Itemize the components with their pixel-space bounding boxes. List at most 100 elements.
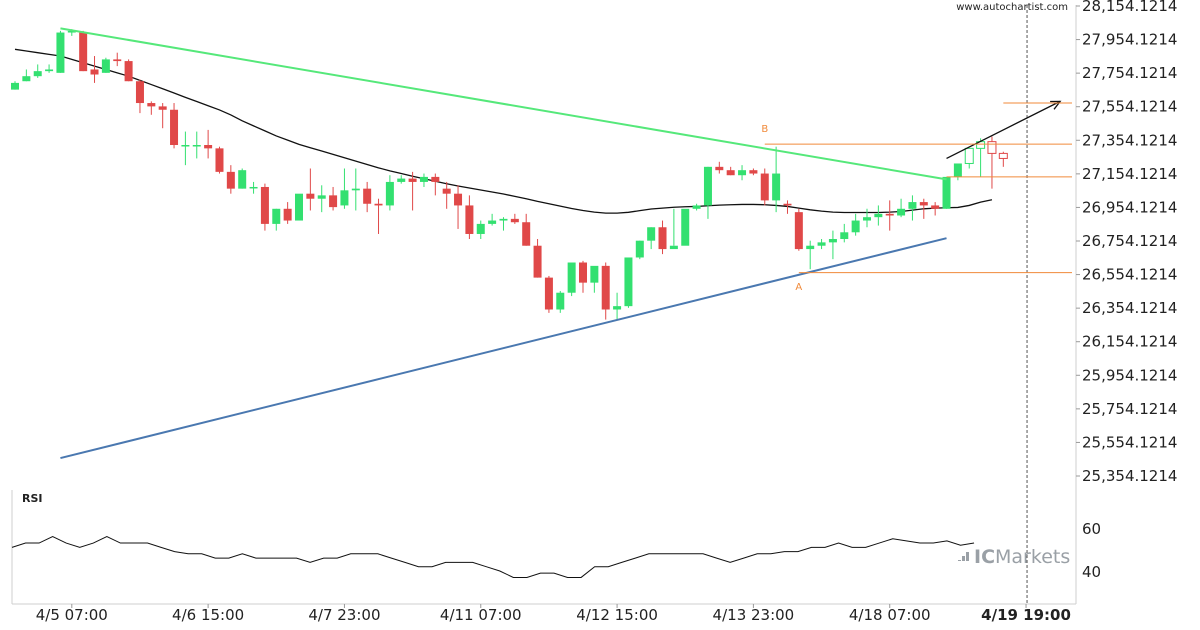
candle-body: [192, 145, 201, 147]
candle: [510, 213, 519, 224]
candle-body: [840, 232, 849, 240]
candle: [760, 168, 769, 206]
candle: [783, 200, 792, 214]
candle: [658, 220, 667, 255]
candle: [363, 181, 372, 213]
candle-body: [953, 163, 962, 177]
candle-body: [624, 257, 633, 307]
candle-body: [874, 213, 883, 218]
candle: [715, 161, 724, 174]
candle: [533, 239, 542, 278]
candle: [998, 151, 1008, 167]
brand-bar: [966, 552, 969, 561]
rsi-title: RSI: [22, 492, 43, 505]
candle: [147, 101, 156, 115]
candle: [703, 166, 712, 219]
candle-body: [329, 195, 338, 208]
candle-body: [601, 265, 610, 310]
rsi-tick-label: 40: [1082, 563, 1101, 581]
candle-body: [67, 30, 76, 33]
candle: [794, 208, 803, 251]
brand-bars-icon: [958, 552, 969, 561]
candle-body: [635, 240, 644, 258]
candle: [454, 185, 463, 229]
target-arrow-shaft: [946, 100, 1061, 160]
brand-prefix: IC: [974, 546, 995, 568]
candle-body: [442, 188, 451, 194]
x-tick-label: 4/6 15:00: [172, 606, 244, 624]
candle-body: [658, 227, 667, 250]
candle: [181, 131, 190, 166]
candle: [135, 79, 144, 114]
candle-body: [158, 106, 167, 110]
candle: [840, 223, 849, 243]
candle-body: [113, 59, 122, 62]
candle-body: [590, 265, 599, 283]
candle: [817, 239, 826, 250]
candle: [295, 193, 303, 221]
brand-bar: [962, 556, 965, 561]
candle: [397, 175, 406, 184]
candle-body: [181, 145, 190, 147]
candle-body: [783, 203, 792, 206]
candle: [931, 202, 940, 216]
candle-body: [419, 176, 428, 182]
candle: [647, 227, 656, 250]
candle: [590, 265, 599, 293]
candle-body: [408, 178, 417, 182]
candle: [749, 168, 758, 176]
candle-body: [863, 217, 871, 221]
candle-body: [544, 277, 553, 310]
candle: [442, 181, 451, 209]
candle-body: [476, 223, 485, 234]
resistance-line: [60, 27, 947, 181]
candle-body: [556, 292, 565, 310]
candle-body: [431, 176, 440, 182]
pattern-point-label: B: [761, 124, 768, 135]
candle-body: [238, 170, 247, 189]
candle: [635, 240, 644, 260]
candle-body: [170, 109, 179, 146]
candle-body: [56, 32, 65, 73]
candle: [942, 176, 951, 209]
candle: [431, 173, 440, 196]
candle: [613, 292, 622, 320]
candle: [283, 202, 292, 224]
source-label: www.autochartist.com: [956, 2, 1068, 13]
candle: [272, 208, 281, 231]
candle-body: [749, 170, 758, 174]
candle: [374, 198, 383, 234]
x-tick-label: 4/18 07:00: [849, 606, 931, 624]
candle: [204, 129, 213, 159]
brand-bar: [958, 560, 961, 561]
candle-body: [703, 166, 712, 206]
y-tick-label: 26,154.1214: [1082, 333, 1177, 351]
candle: [79, 30, 88, 72]
candle: [317, 185, 326, 213]
candle-body: [397, 178, 406, 182]
candle-body: [828, 239, 837, 243]
candle-body: [919, 202, 928, 206]
candle: [260, 183, 269, 231]
x-tick-label: 4/19 19:00: [981, 606, 1071, 624]
candle-body: [647, 227, 656, 241]
candle: [544, 275, 553, 313]
candle-body: [908, 202, 917, 209]
candle: [772, 146, 781, 213]
y-tick-label: 26,354.1214: [1082, 299, 1177, 317]
candle: [226, 165, 235, 194]
moving-average-line: [14, 48, 993, 214]
candle: [953, 163, 962, 181]
candle-body: [385, 181, 394, 206]
candle: [465, 195, 474, 240]
candle: [806, 240, 815, 270]
candle: [692, 203, 701, 211]
candle: [45, 64, 54, 73]
candle-body: [669, 245, 678, 250]
y-tick-label: 26,554.1214: [1082, 266, 1177, 284]
candle: [101, 57, 110, 73]
candle: [11, 81, 19, 90]
candle: [669, 208, 678, 250]
candle: [828, 230, 837, 260]
candle-body: [964, 147, 974, 164]
